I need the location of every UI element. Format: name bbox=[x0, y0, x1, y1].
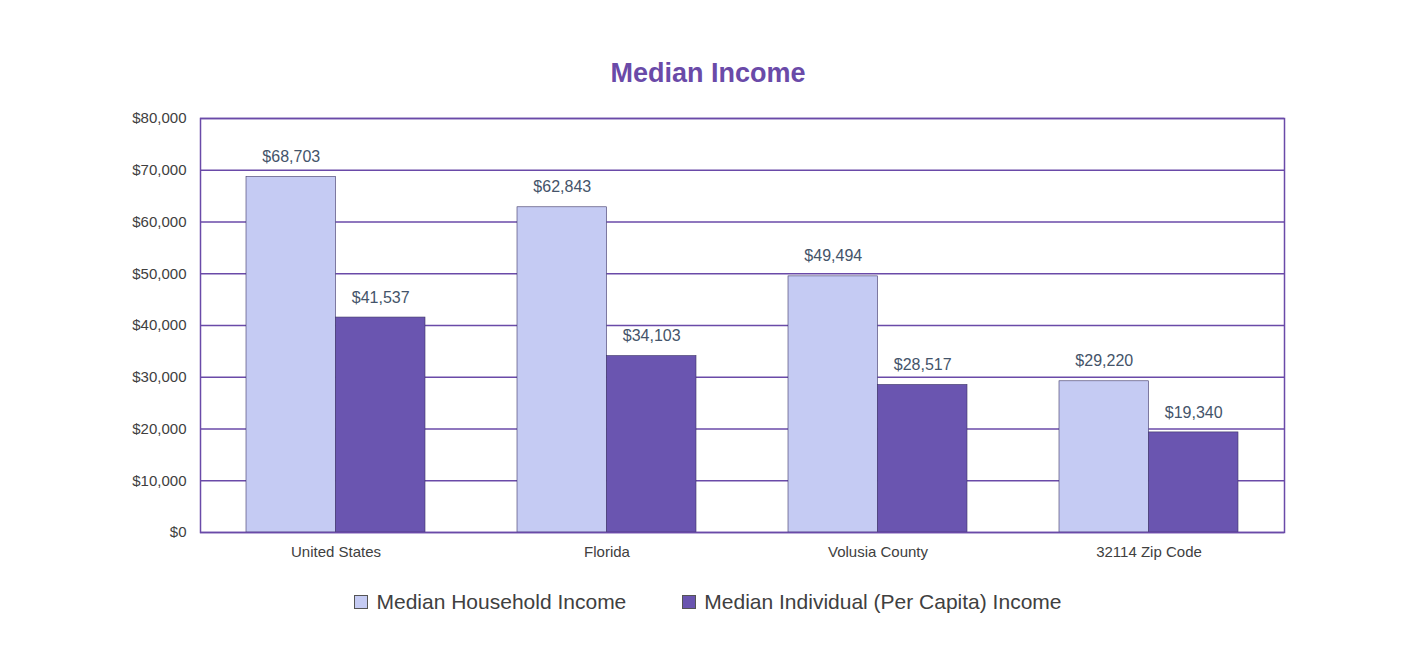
html-text:Median Household Income: Median Household Income bbox=[376, 590, 627, 613]
svg-text:$62,843: $62,843 bbox=[533, 178, 591, 195]
svg-text:$70,000: $70,000 bbox=[132, 161, 186, 178]
svg-text:$80,000: $80,000 bbox=[132, 109, 186, 126]
svg-text:$0: $0 bbox=[170, 523, 187, 540]
svg-text:United States: United States bbox=[291, 543, 381, 560]
svg-text:$10,000: $10,000 bbox=[132, 472, 186, 489]
svg-text:$50,000: $50,000 bbox=[132, 265, 186, 282]
svg-text:$34,103: $34,103 bbox=[623, 327, 681, 344]
svg-text:$49,494: $49,494 bbox=[804, 247, 862, 264]
svg-text:$68,703: $68,703 bbox=[262, 148, 320, 165]
svg-text:$41,537: $41,537 bbox=[352, 289, 410, 306]
svg-text:$20,000: $20,000 bbox=[132, 420, 186, 437]
html-text:Median Income: Median Income bbox=[610, 58, 806, 88]
svg-text:$60,000: $60,000 bbox=[132, 213, 186, 230]
svg-text:32114 Zip Code: 32114 Zip Code bbox=[1096, 543, 1202, 560]
svg-text:Volusia County: Volusia County bbox=[828, 543, 929, 560]
svg-text:$30,000: $30,000 bbox=[132, 368, 186, 385]
svg-text:$29,220: $29,220 bbox=[1075, 352, 1133, 369]
svg-text:$40,000: $40,000 bbox=[132, 316, 186, 333]
html-text:Median Individual (Per Capita): Median Individual (Per Capita) Income bbox=[704, 590, 1062, 613]
svg-text:$28,517: $28,517 bbox=[894, 356, 952, 373]
svg-text:$19,340: $19,340 bbox=[1165, 404, 1223, 421]
svg-text:Florida: Florida bbox=[584, 543, 631, 560]
